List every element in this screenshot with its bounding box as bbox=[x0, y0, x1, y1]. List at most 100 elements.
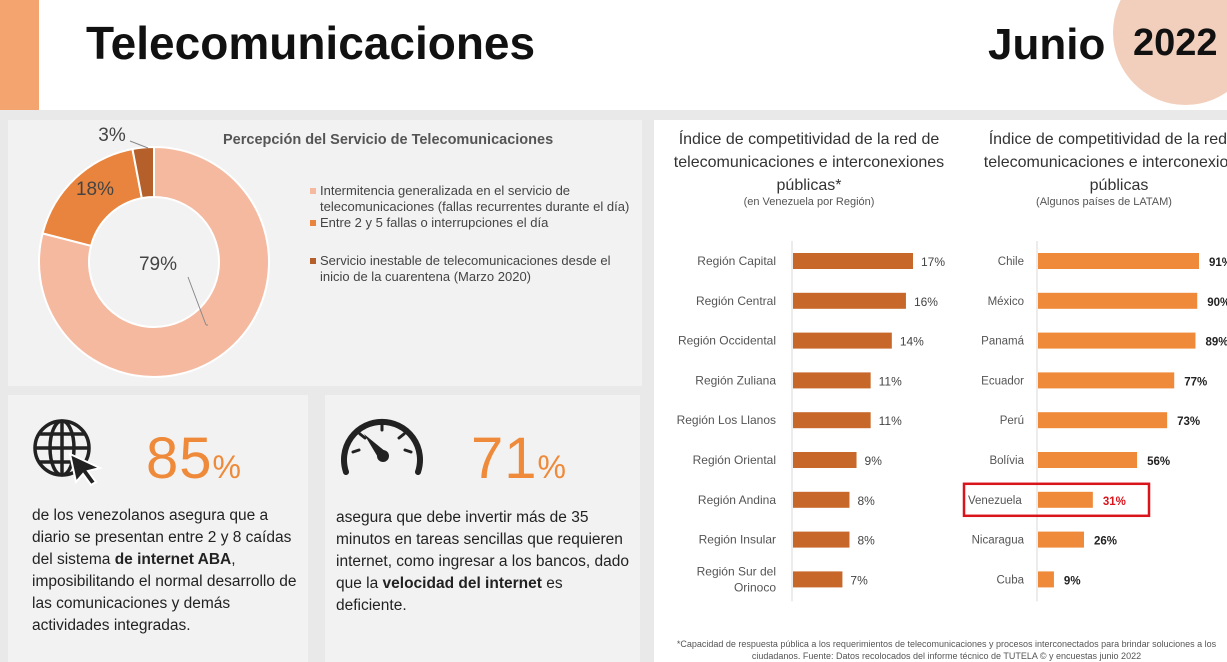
footnote: *Capacidad de respuesta pública a los re… bbox=[676, 639, 1217, 661]
globe-cursor-icon bbox=[33, 419, 103, 487]
value-label: 56% bbox=[1147, 456, 1170, 468]
category-label: Bolívia bbox=[989, 455, 1024, 467]
value-label: 11% bbox=[879, 374, 902, 388]
stat-percent-sign: % bbox=[537, 449, 567, 485]
bar bbox=[1038, 491, 1093, 508]
legend-swatch bbox=[310, 188, 316, 194]
value-label: 91% bbox=[1209, 257, 1227, 269]
value-label: 89% bbox=[1205, 337, 1227, 349]
donut-legend: Intermitencia generalizada en el servici… bbox=[310, 183, 630, 285]
header-accent-bar bbox=[0, 0, 39, 110]
bar bbox=[1038, 292, 1198, 309]
category-label: Región Los Llanos bbox=[677, 413, 776, 427]
category-label: Región Capital bbox=[697, 254, 776, 268]
bar bbox=[793, 412, 871, 429]
stat-value: 71% bbox=[471, 425, 567, 492]
value-label: 77% bbox=[1184, 376, 1207, 388]
category-label: Región Occidental bbox=[678, 334, 776, 348]
bar-charts: Región Capital 17% Región Central 16% Región… bbox=[677, 241, 1227, 602]
value-label: 16% bbox=[914, 295, 938, 309]
category-label: Región Andina bbox=[698, 493, 776, 507]
category-label: Región Oriental bbox=[693, 453, 776, 467]
stat-desc-text: es deficiente. bbox=[336, 575, 563, 614]
value-label: 26% bbox=[1094, 536, 1117, 548]
stat-description: de los venezolanos asegura que a diario … bbox=[32, 505, 304, 637]
donut-slice bbox=[38, 145, 270, 378]
category-label: Panamá bbox=[981, 336, 1024, 348]
stat-value: 85% bbox=[146, 425, 242, 492]
category-label: Región Sur del bbox=[697, 564, 776, 578]
chart-title-regions: Índice de competitividad de la red de te… bbox=[673, 131, 945, 194]
chart-subtitle-latam: (Algunos países de LATAM) bbox=[1036, 196, 1172, 208]
category-label: Región Zuliana bbox=[695, 373, 776, 387]
stat-desc-text: de los venezolanos asegura que a diario … bbox=[32, 507, 292, 568]
value-label: 90% bbox=[1207, 297, 1227, 309]
category-label: Región Central bbox=[696, 294, 776, 308]
bar bbox=[1038, 332, 1196, 349]
stat-desc-text: asegura que debe invertir más de 35 minu… bbox=[336, 509, 629, 592]
bar bbox=[1038, 372, 1175, 389]
value-label: 9% bbox=[1064, 575, 1081, 587]
value-label: 73% bbox=[1177, 416, 1200, 428]
category-label: Región Insular bbox=[699, 533, 776, 547]
stat-panel-internet-drops: 85% de los venezolanos asegura que a dia… bbox=[8, 395, 308, 662]
bar bbox=[793, 571, 843, 588]
category-label: Venezuela bbox=[968, 495, 1022, 507]
bar bbox=[1038, 531, 1084, 548]
category-label: Perú bbox=[1000, 415, 1024, 427]
bar bbox=[1038, 571, 1054, 588]
legend-label: Servicio inestable de telecomunicaciones… bbox=[320, 253, 611, 284]
speedometer-icon bbox=[341, 418, 423, 475]
stat-desc-bold: velocidad del internet bbox=[382, 575, 542, 592]
stat-desc-text: , imposibilitando el normal desarrollo d… bbox=[32, 551, 297, 634]
stat-panel-internet-speed: 71% asegura que debe invertir más de 35 … bbox=[325, 395, 640, 662]
chart-subtitle-regions: (en Venezuela por Región) bbox=[743, 196, 875, 208]
value-label: 31% bbox=[1103, 496, 1126, 508]
category-label: Ecuador bbox=[981, 375, 1024, 387]
legend-label: Intermitencia generalizada en el servici… bbox=[320, 183, 630, 214]
value-label: 8% bbox=[857, 534, 875, 548]
highlight-box bbox=[962, 482, 1151, 518]
category-label: Cuba bbox=[997, 574, 1025, 586]
donut-panel: 79% 18% 3% Percepción del Servicio de Tele… bbox=[8, 120, 642, 386]
bar bbox=[1038, 412, 1168, 429]
page-title: Telecomunicaciones bbox=[86, 17, 536, 69]
category-label: Nicaragua bbox=[972, 535, 1025, 547]
bar bbox=[793, 491, 850, 508]
bar bbox=[793, 292, 906, 309]
stat-description: asegura que debe invertir más de 35 minu… bbox=[336, 507, 631, 617]
category-label: Orinoco bbox=[734, 580, 776, 594]
donut-title: Percepción del Servicio de Telecomunicac… bbox=[223, 132, 554, 148]
stat-desc-bold: de internet ABA bbox=[114, 551, 232, 568]
value-label: 7% bbox=[850, 573, 868, 587]
stat-number: 85 bbox=[146, 426, 213, 491]
category-label: Chile bbox=[998, 256, 1024, 268]
header: Telecomunicaciones Junio 2022 bbox=[0, 0, 1227, 110]
bar bbox=[1038, 253, 1199, 269]
bar bbox=[793, 452, 857, 468]
leader-line bbox=[129, 140, 149, 149]
stat-percent-sign: % bbox=[212, 449, 242, 485]
legend-label: Entre 2 y 5 fallas o interrupciones el d… bbox=[320, 215, 549, 230]
donut-slice-label: 18% bbox=[76, 179, 114, 200]
value-label: 8% bbox=[857, 494, 875, 508]
legend-swatch bbox=[310, 258, 316, 264]
bar bbox=[793, 531, 850, 548]
bar bbox=[793, 253, 913, 269]
legend-item: Servicio inestable de telecomunicaciones… bbox=[310, 253, 630, 285]
donut-slice bbox=[131, 145, 155, 200]
legend-item: Entre 2 y 5 fallas o interrupciones el d… bbox=[310, 215, 630, 231]
leader-line bbox=[187, 276, 207, 326]
donut-slice-label: 79% bbox=[139, 254, 177, 275]
date-month: Junio bbox=[988, 20, 1106, 69]
bar bbox=[1038, 452, 1138, 468]
value-label: 9% bbox=[865, 454, 883, 468]
donut-slice-label: 3% bbox=[98, 125, 126, 146]
donut-chart: 79% 18% 3% bbox=[38, 125, 270, 378]
date-year: 2022 bbox=[1133, 22, 1218, 64]
value-label: 17% bbox=[921, 255, 945, 269]
legend-item: Intermitencia generalizada en el servici… bbox=[310, 183, 630, 215]
category-label: México bbox=[988, 296, 1024, 308]
legend-swatch bbox=[310, 220, 316, 226]
bar bbox=[793, 332, 892, 349]
